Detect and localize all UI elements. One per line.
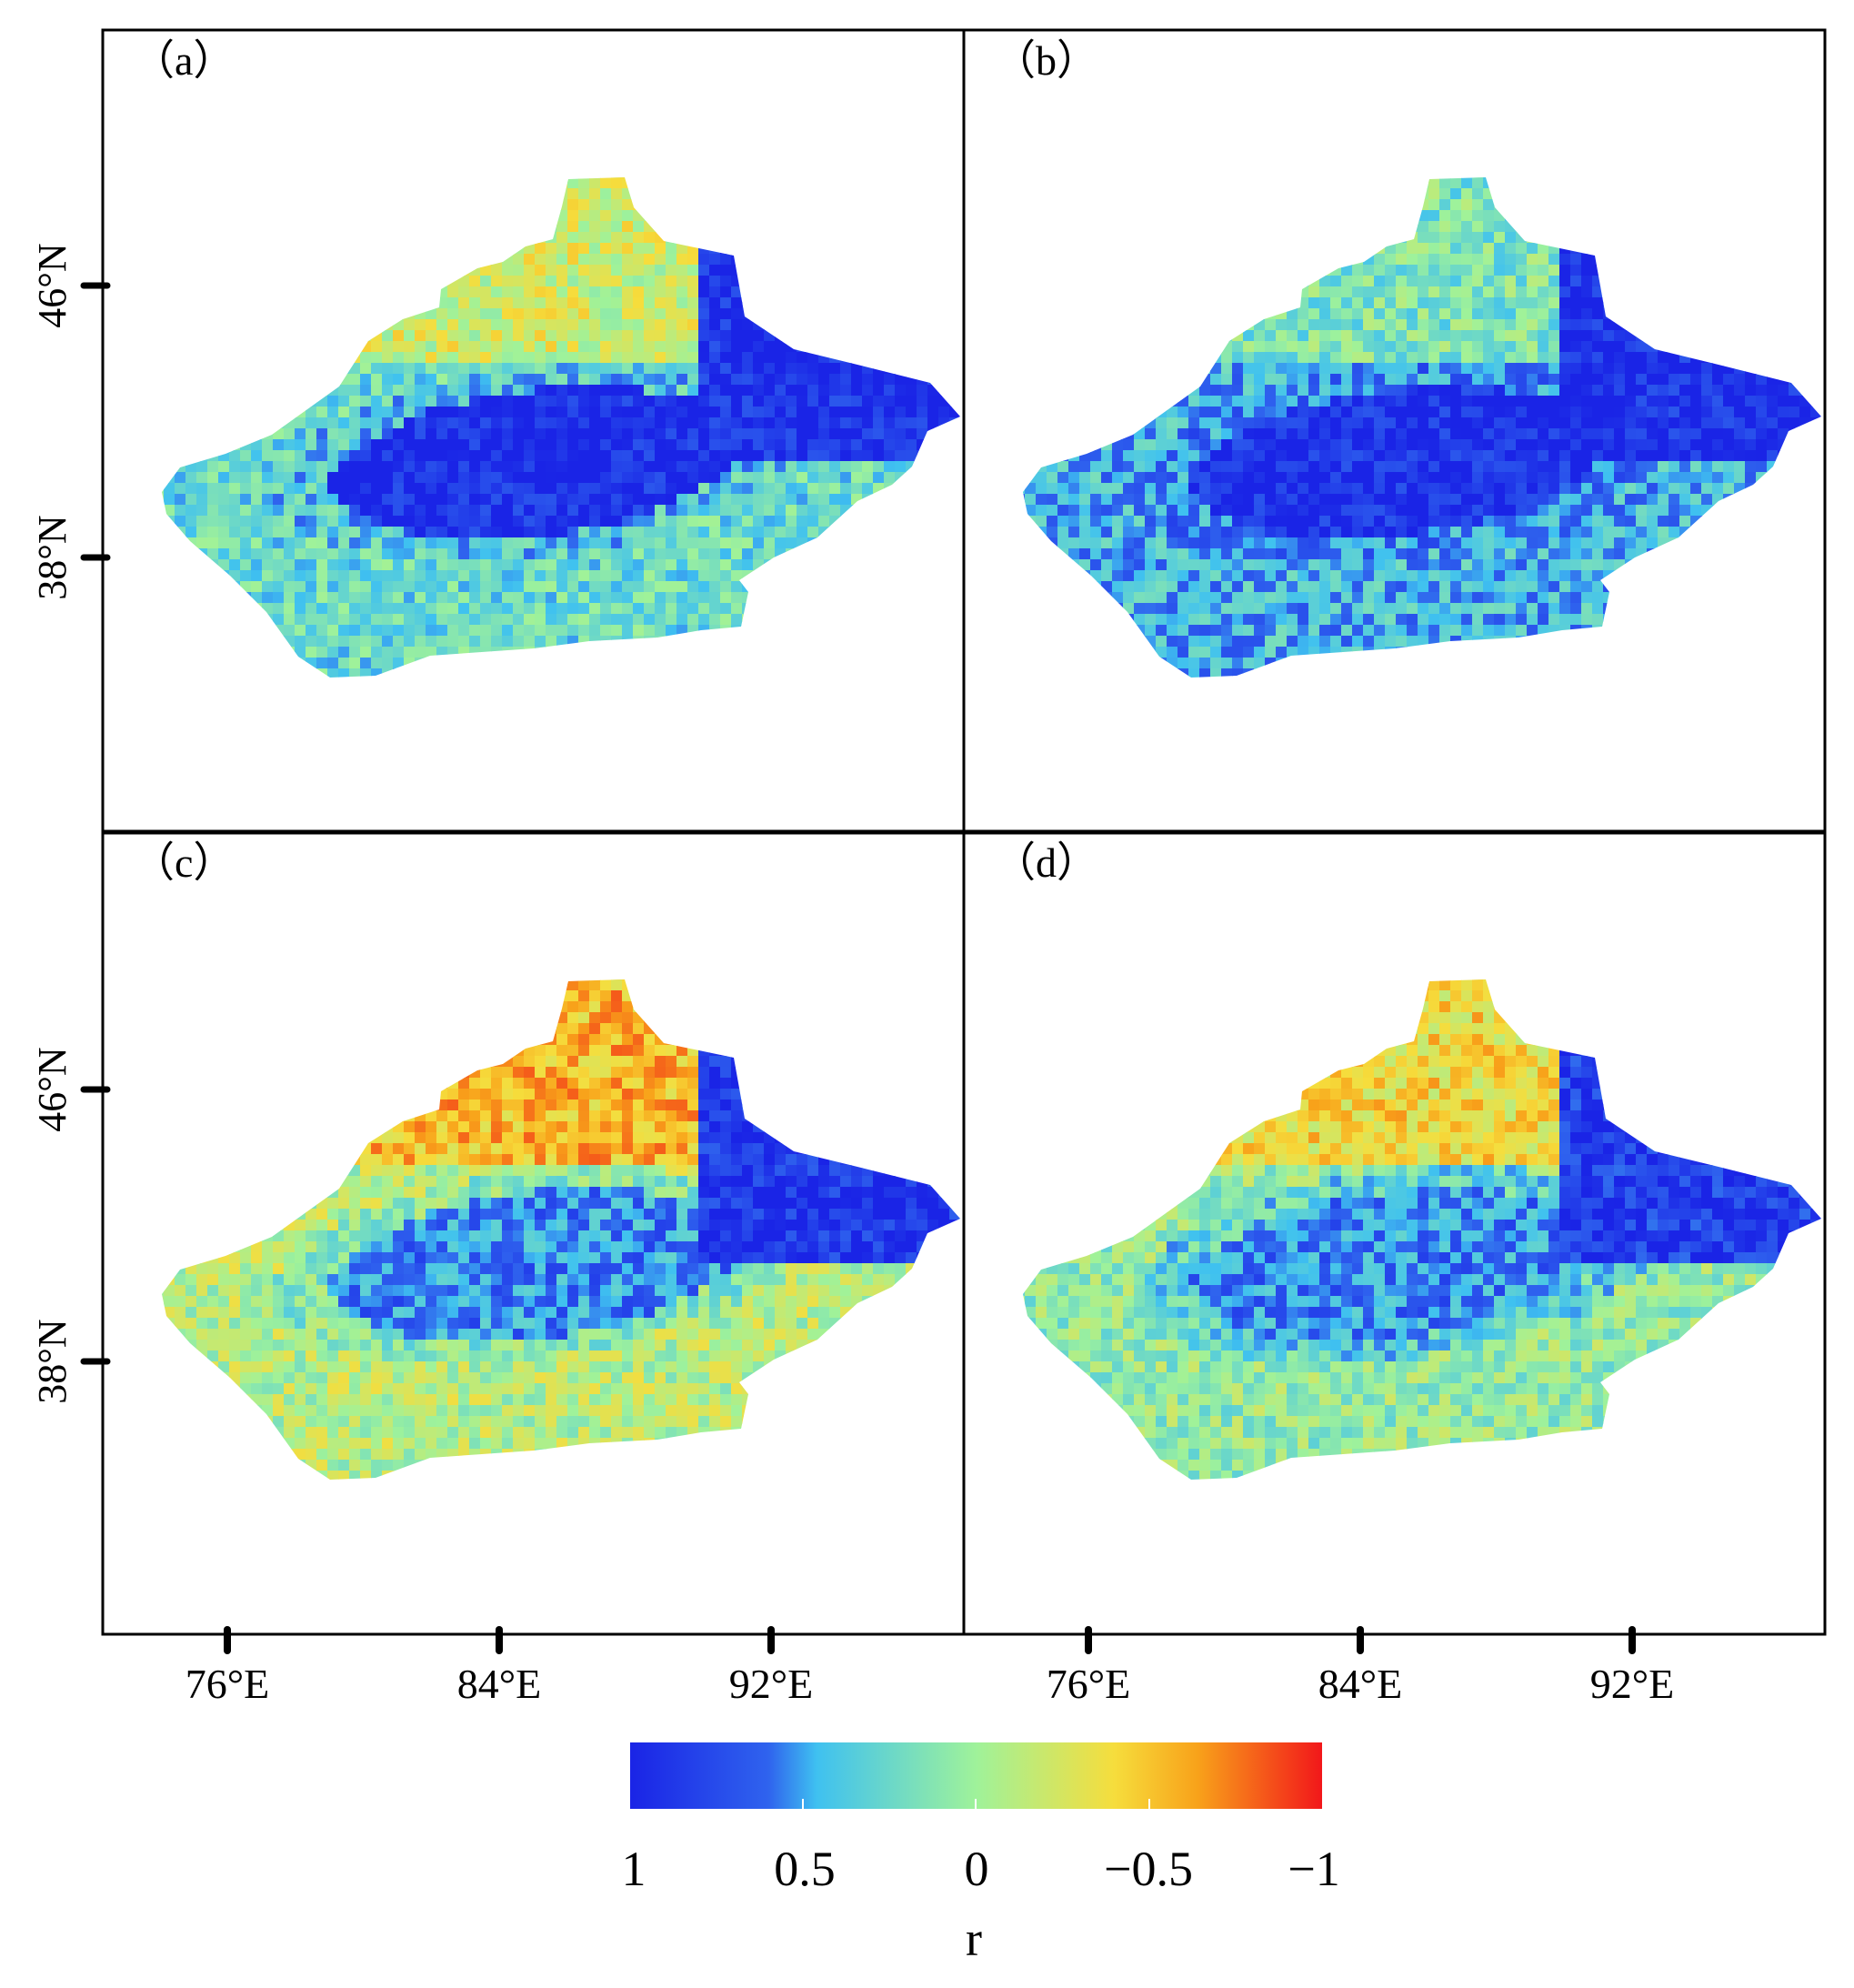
colorbar-tick-label: 0	[965, 1842, 989, 1896]
panel-frame	[101, 28, 1827, 1636]
raster-cells	[162, 979, 960, 1480]
panel-label-c: （c）	[133, 839, 235, 886]
lon-tick-label-92: 92°E	[1590, 1661, 1675, 1707]
raster-cells	[1023, 979, 1821, 1480]
lat-tick-label-38: 38°N	[30, 515, 75, 599]
colorbar-title: r	[966, 1912, 982, 1966]
colorbar: 1 0.5 0 −0.5 −1 r	[622, 1742, 1340, 1966]
raster-cells	[1023, 177, 1821, 678]
lon-tick-label-92: 92°E	[729, 1661, 814, 1707]
raster-cells	[162, 177, 960, 678]
colorbar-ticks	[802, 1799, 1150, 1809]
panel-label-a: （a）	[133, 37, 235, 84]
colorbar-tick-label: −0.5	[1104, 1842, 1193, 1896]
map-panel-a	[162, 177, 960, 678]
lon-tick-label-84: 84°E	[457, 1661, 542, 1707]
latitude-axis: 46°N 38°N 46°N 38°N	[30, 243, 111, 1404]
map-panel-d	[1023, 979, 1821, 1480]
lon-tick-label-76: 76°E	[185, 1661, 270, 1707]
map-panel-b	[1023, 177, 1821, 678]
lon-tick-label-84: 84°E	[1318, 1661, 1403, 1707]
panel-label-d: （d）	[994, 839, 1098, 886]
lat-tick-label-46: 46°N	[30, 243, 75, 327]
colorbar-tick-label: −1	[1288, 1842, 1339, 1896]
map-panel-c	[162, 979, 960, 1480]
colorbar-gradient	[630, 1742, 1322, 1809]
lon-tick-label-76: 76°E	[1047, 1661, 1131, 1707]
lat-tick-label-46: 46°N	[30, 1047, 75, 1131]
panel-label-b: （b）	[994, 37, 1098, 84]
lat-tick-label-38: 38°N	[30, 1319, 75, 1403]
colorbar-tick-label: 1	[622, 1842, 646, 1896]
longitude-axis: 76°E 84°E 92°E 76°E 84°E 92°E	[185, 1626, 1675, 1707]
colorbar-tick-label: 0.5	[774, 1842, 836, 1896]
